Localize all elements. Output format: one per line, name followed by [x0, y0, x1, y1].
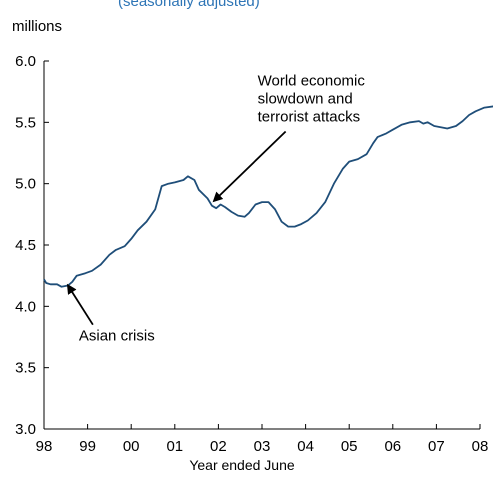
- x-axis-ticks: 98 99 00 01 02 03 04 05 06 07 08: [36, 424, 489, 455]
- x-axis-title: Year ended June: [189, 457, 295, 473]
- y-axis-unit-label: millions: [12, 18, 62, 35]
- annotation-arrow: [212, 130, 287, 203]
- x-tick-label: 01: [166, 438, 183, 455]
- annotation-text: Asian crisis: [79, 328, 155, 345]
- header-partial-text: (seasonally adjusted): [118, 0, 260, 10]
- x-tick-label: 00: [123, 438, 140, 455]
- x-tick-label: 05: [341, 438, 358, 455]
- y-tick-label: 6.0: [15, 53, 36, 70]
- y-tick-label: 5.5: [15, 114, 36, 131]
- x-tick-label: 06: [384, 438, 401, 455]
- annotation-line: Asian crisis: [79, 328, 155, 345]
- x-tick-label: 02: [210, 438, 227, 455]
- annotation-text: World economic slowdown and terrorist atta…: [258, 73, 366, 126]
- series-line: [43, 105, 493, 288]
- x-tick-label: 04: [297, 438, 314, 455]
- x-tick-label: 03: [254, 438, 271, 455]
- y-tick-label: 4.5: [15, 237, 36, 254]
- x-tick-label: 99: [79, 438, 96, 455]
- y-axis-ticks: 3.0 3.5 4.0 4.5 5.0 5.5 6.0: [15, 53, 49, 438]
- annotation-line: slowdown and: [258, 91, 353, 108]
- annotations: World economic slowdown and terrorist atta…: [66, 73, 366, 345]
- y-tick-label: 4.0: [15, 298, 36, 315]
- annotation-line: terrorist attacks: [258, 109, 361, 126]
- y-tick-label: 3.5: [15, 360, 36, 377]
- x-tick-label: 98: [36, 438, 53, 455]
- y-tick-label: 5.0: [15, 176, 36, 193]
- y-tick-label: 3.0: [15, 421, 36, 438]
- x-tick-label: 07: [428, 438, 445, 455]
- annotation-arrow: [66, 283, 94, 326]
- annotation-line: World economic: [258, 73, 366, 90]
- x-tick-label: 08: [472, 438, 489, 455]
